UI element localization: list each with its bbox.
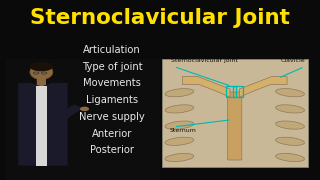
- Text: Sternum: Sternum: [169, 128, 196, 133]
- Ellipse shape: [165, 89, 194, 97]
- FancyBboxPatch shape: [37, 76, 46, 87]
- Polygon shape: [55, 104, 83, 121]
- Ellipse shape: [276, 121, 304, 129]
- Ellipse shape: [276, 89, 304, 97]
- Text: Articulation: Articulation: [84, 45, 141, 55]
- FancyBboxPatch shape: [6, 59, 160, 180]
- Polygon shape: [182, 76, 230, 97]
- Ellipse shape: [30, 64, 53, 80]
- Text: Sternoclavicular Joint: Sternoclavicular Joint: [30, 8, 290, 28]
- Text: Sternoclavicular joint: Sternoclavicular joint: [171, 58, 238, 63]
- Ellipse shape: [276, 137, 304, 145]
- Ellipse shape: [165, 153, 194, 162]
- Ellipse shape: [165, 137, 194, 145]
- Ellipse shape: [165, 121, 194, 129]
- Ellipse shape: [30, 62, 53, 71]
- Text: Posterior: Posterior: [90, 145, 134, 156]
- Ellipse shape: [165, 105, 194, 113]
- FancyBboxPatch shape: [228, 92, 242, 160]
- Text: Clavicle: Clavicle: [280, 58, 305, 63]
- Text: Type of joint: Type of joint: [82, 62, 142, 72]
- Ellipse shape: [276, 153, 304, 162]
- FancyBboxPatch shape: [162, 58, 308, 166]
- Polygon shape: [36, 86, 47, 166]
- Text: Ligaments: Ligaments: [86, 95, 138, 105]
- Text: Anterior: Anterior: [92, 129, 132, 139]
- Text: Nerve supply: Nerve supply: [79, 112, 145, 122]
- Ellipse shape: [276, 105, 304, 113]
- Polygon shape: [18, 83, 68, 166]
- Polygon shape: [239, 76, 287, 97]
- Ellipse shape: [80, 107, 89, 111]
- Text: Movements: Movements: [83, 78, 141, 89]
